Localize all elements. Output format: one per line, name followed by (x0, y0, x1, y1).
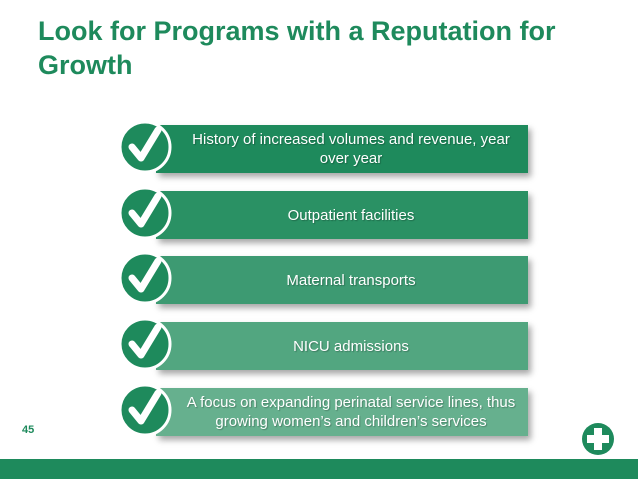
list-item: Outpatient facilities (118, 186, 536, 246)
list-item: History of increased volumes and revenue… (118, 120, 536, 180)
item-text: History of increased volumes and revenue… (192, 131, 510, 167)
checkmark-circle-icon (118, 317, 172, 371)
list-item: A focus on expanding perinatal service l… (118, 383, 536, 443)
item-banner: History of increased volumes and revenue… (156, 125, 528, 173)
item-banner: Maternal transports (156, 256, 528, 304)
checkmark-circle-icon (118, 186, 172, 240)
item-banner: Outpatient facilities (156, 191, 528, 239)
item-text: NICU admissions (293, 337, 409, 355)
item-banner: NICU admissions (156, 322, 528, 370)
item-text: Outpatient facilities (287, 206, 415, 224)
item-banner: A focus on expanding perinatal service l… (156, 388, 528, 436)
item-text: Maternal transports (286, 271, 416, 289)
footer-bar (0, 459, 638, 479)
checkmark-circle-icon (118, 251, 172, 305)
page-number: 45 (22, 424, 35, 436)
medical-cross-logo (582, 423, 614, 455)
list-item: NICU admissions (118, 317, 536, 377)
item-text: A focus on expanding perinatal service l… (186, 394, 516, 430)
checkmark-circle-icon (118, 383, 172, 437)
checkmark-circle-icon (118, 120, 172, 174)
list-item: Maternal transports (118, 251, 536, 311)
slide-title: Look for Programs with a Reputation for … (38, 16, 556, 80)
